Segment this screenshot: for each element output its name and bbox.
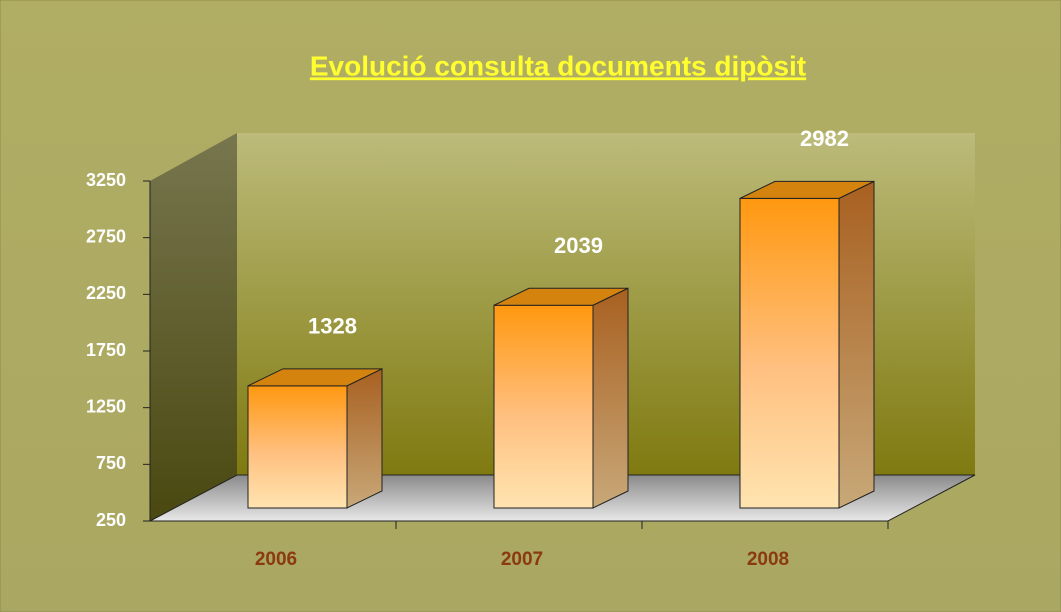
bar-side bbox=[346, 368, 383, 509]
x-tick-label: 2007 bbox=[501, 549, 543, 570]
x-tick-label: 2006 bbox=[255, 549, 297, 570]
bar bbox=[493, 287, 629, 509]
bar bbox=[739, 180, 875, 509]
chart-title: Evolució consulta documents dipòsit bbox=[310, 50, 806, 81]
y-tick-label: 250 bbox=[96, 510, 126, 530]
y-tick-label: 2750 bbox=[86, 226, 126, 246]
y-tick-label: 3250 bbox=[86, 170, 126, 190]
bar-side bbox=[592, 287, 629, 509]
bar-top bbox=[493, 287, 629, 306]
data-label: 2982 bbox=[800, 126, 849, 151]
bar-top bbox=[247, 368, 383, 387]
y-tick-label: 750 bbox=[96, 453, 126, 473]
left-wall bbox=[150, 133, 237, 521]
y-tick-label: 1250 bbox=[86, 396, 126, 416]
data-label: 2039 bbox=[554, 233, 603, 258]
y-tick-label: 2250 bbox=[86, 283, 126, 303]
bar-front bbox=[493, 304, 594, 509]
data-label: 1328 bbox=[308, 314, 357, 339]
x-tick-label: 2008 bbox=[747, 549, 789, 570]
bar-front bbox=[739, 197, 840, 509]
bar-front bbox=[247, 385, 348, 509]
bar bbox=[247, 368, 383, 509]
bar-side bbox=[838, 180, 875, 509]
bar-top bbox=[739, 180, 875, 199]
y-tick-label: 1750 bbox=[86, 340, 126, 360]
